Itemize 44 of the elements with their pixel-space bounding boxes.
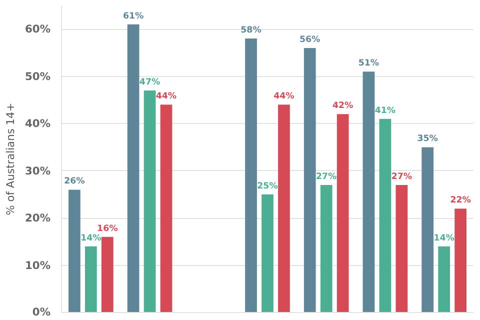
data-label: 14% [80, 233, 102, 244]
y-tick-label: 10% [24, 258, 51, 272]
data-label: 61% [122, 11, 144, 22]
data-label: 56% [300, 35, 321, 46]
data-label: 14% [434, 233, 455, 244]
data-label: 16% [97, 224, 118, 234]
y-tick-label: 0% [32, 306, 51, 318]
data-label: 58% [240, 26, 262, 36]
data-label: 44% [156, 92, 177, 102]
data-label: 27% [391, 172, 412, 182]
data-label: 41% [374, 106, 396, 116]
bar [336, 114, 349, 312]
bar [127, 24, 140, 312]
data-label: 35% [417, 134, 438, 144]
y-tick-label: 20% [24, 212, 51, 225]
bar [422, 147, 434, 312]
bar [68, 190, 80, 312]
bar [245, 38, 257, 312]
bar [101, 236, 114, 312]
bar [379, 118, 392, 312]
data-label: 42% [332, 101, 354, 112]
bar [160, 104, 172, 312]
data-label: 27% [316, 172, 338, 182]
data-label: 22% [450, 196, 472, 206]
bar [320, 184, 332, 312]
bar [144, 90, 156, 312]
y-tick-label: 60% [24, 22, 51, 36]
bar [262, 194, 274, 312]
y-tick-label: 30% [24, 164, 51, 178]
data-label: 47% [139, 78, 160, 88]
data-label: 26% [64, 176, 86, 187]
y-tick-label: 40% [24, 117, 51, 130]
data-label: 44% [274, 92, 295, 102]
bar [278, 104, 290, 312]
bar [304, 48, 316, 312]
bar [84, 246, 97, 312]
bar [438, 246, 450, 312]
y-axis-title: % of Australians 14+ [4, 102, 17, 216]
bar [396, 184, 408, 312]
bar [362, 72, 375, 312]
bar [454, 208, 466, 312]
data-label: 51% [358, 58, 380, 69]
data-label: 25% [257, 181, 278, 192]
y-tick-label: 50% [24, 70, 51, 83]
